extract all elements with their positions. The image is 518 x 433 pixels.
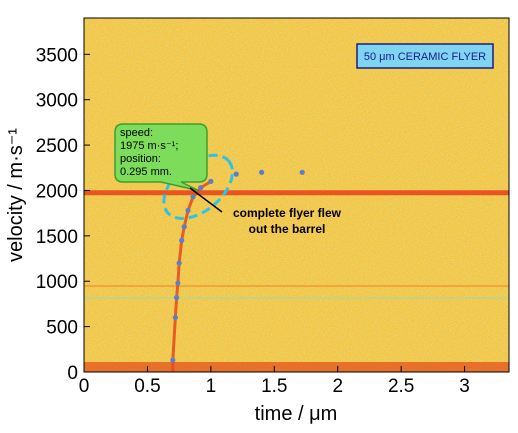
data-point	[198, 185, 204, 191]
data-point	[208, 178, 214, 184]
data-point	[175, 280, 181, 286]
plot-frame	[83, 17, 510, 373]
y-tick-label: 1000	[36, 272, 78, 293]
data-point	[172, 314, 178, 321]
callout-line-4: 0.295 mm.	[120, 166, 172, 178]
x-tick-label: 1.5	[261, 376, 287, 397]
x-tick-label: 0	[79, 376, 90, 397]
y-tick-label: 2000	[36, 181, 78, 202]
annotation-line-2: out the barrel	[249, 222, 326, 236]
data-point	[185, 207, 191, 214]
speed-callout: speed: 1975 m·s⁻¹; position: 0.295 mm.	[114, 123, 208, 192]
y-tick-label: 2500	[36, 136, 78, 157]
x-tick-label: 2	[332, 376, 343, 397]
data-point	[174, 294, 180, 301]
y-tick-label: 0	[67, 363, 78, 384]
x-tick-label: 1	[206, 376, 217, 397]
annotation-line-1: complete flyer flew	[233, 206, 342, 220]
annotation-pointer	[189, 187, 223, 213]
x-axis: 0 0.5 1 1.5 2 2.5 3	[79, 366, 470, 397]
bottom-red-band	[84, 362, 509, 372]
plot-area	[84, 18, 509, 372]
callout-line-3: position:	[120, 153, 161, 165]
x-tick-label: 3	[459, 376, 470, 397]
data-point	[179, 237, 185, 243]
data-point	[176, 260, 182, 266]
svg-text:50 μm CERAMIC FLYER: 50 μm CERAMIC FLYER	[364, 51, 486, 63]
callout-line-1: speed:	[120, 127, 153, 139]
x-axis-label: time / μm	[255, 403, 338, 425]
y-tick-label: 1500	[36, 227, 78, 248]
y-tick-label: 500	[46, 318, 78, 339]
x-tick-label: 2.5	[388, 376, 414, 397]
y-axis-label: velocity / m·s⁻¹	[5, 128, 27, 262]
data-point	[170, 357, 176, 363]
data-point	[181, 224, 187, 230]
data-point	[190, 194, 196, 200]
legend-badge: 50 μm CERAMIC FLYER	[356, 43, 494, 69]
y-axis: 0 500 1000 1500 2000 2500 3000 3500	[36, 45, 90, 384]
data-point	[259, 169, 265, 175]
y-tick-label: 3000	[36, 91, 78, 112]
x-tick-label: 0.5	[134, 376, 160, 397]
data-points	[170, 169, 305, 363]
y-tick-label: 3500	[36, 45, 78, 66]
data-point	[233, 171, 239, 177]
callout-line-2: 1975 m·s⁻¹;	[120, 140, 178, 152]
data-point	[299, 169, 305, 175]
